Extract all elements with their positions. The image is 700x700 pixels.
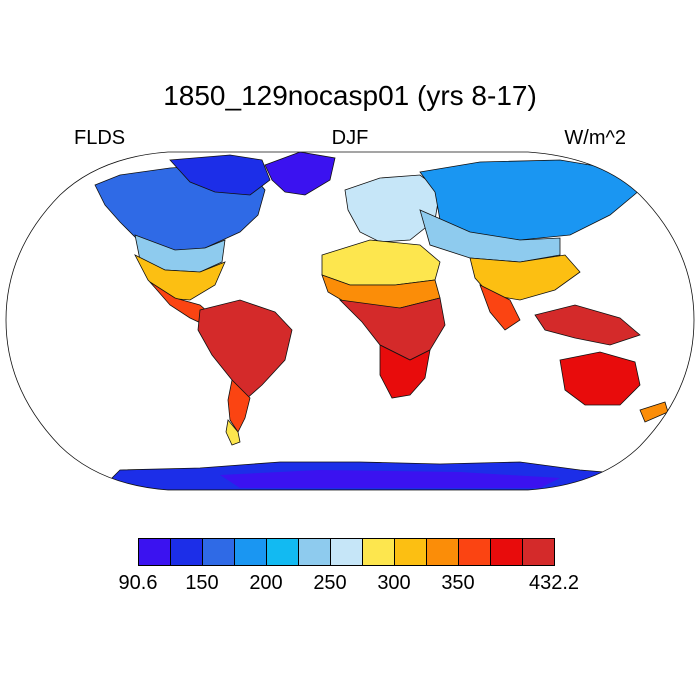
colorbar-swatch xyxy=(202,538,235,566)
colorbar-label: 300 xyxy=(377,572,411,594)
colorbar-label: 432.2 xyxy=(528,572,580,594)
asia-central xyxy=(419,209,561,263)
colorbar-swatch xyxy=(330,538,363,566)
colorbar-swatch xyxy=(234,538,267,566)
map-title: 1850_129nocasp01 (yrs 8-17) xyxy=(163,80,537,111)
colorbar-label: 350 xyxy=(441,572,475,594)
asia-south xyxy=(469,254,581,301)
colorbar-swatch xyxy=(138,538,171,566)
colorbar-swatch xyxy=(522,538,555,566)
colorbar-swatch xyxy=(362,538,395,566)
colorbar-label: 150 xyxy=(185,572,219,594)
colorbar-label: 200 xyxy=(249,572,283,594)
asia-north xyxy=(419,159,641,241)
colorbar-swatch xyxy=(394,538,427,566)
colorbar-swatch xyxy=(266,538,299,566)
colorbar-label: 90.6 xyxy=(118,572,158,594)
variable-label: FLDS xyxy=(74,127,126,149)
india-se-asia xyxy=(479,284,521,331)
colorbar-swatch xyxy=(170,538,203,566)
colorbar-swatch xyxy=(490,538,523,566)
map-outline xyxy=(5,151,695,491)
europe xyxy=(344,174,441,243)
new-zealand xyxy=(639,401,669,423)
indonesia xyxy=(534,304,641,346)
colorbar xyxy=(138,538,555,568)
arctic-canada xyxy=(169,154,271,196)
colorbar-swatch xyxy=(426,538,459,566)
greenland xyxy=(264,152,336,196)
colorbar-label: 250 xyxy=(313,572,347,594)
units-label: W/m^2 xyxy=(564,127,626,149)
colorbar-swatch xyxy=(458,538,491,566)
australia xyxy=(559,351,641,406)
north-africa xyxy=(321,239,441,286)
south-africa xyxy=(379,344,431,399)
colorbar-swatch xyxy=(298,538,331,566)
season-label: DJF xyxy=(331,127,369,149)
antarctica-interior xyxy=(220,470,560,488)
patagonia xyxy=(225,419,241,446)
south-america-hot xyxy=(197,299,293,401)
